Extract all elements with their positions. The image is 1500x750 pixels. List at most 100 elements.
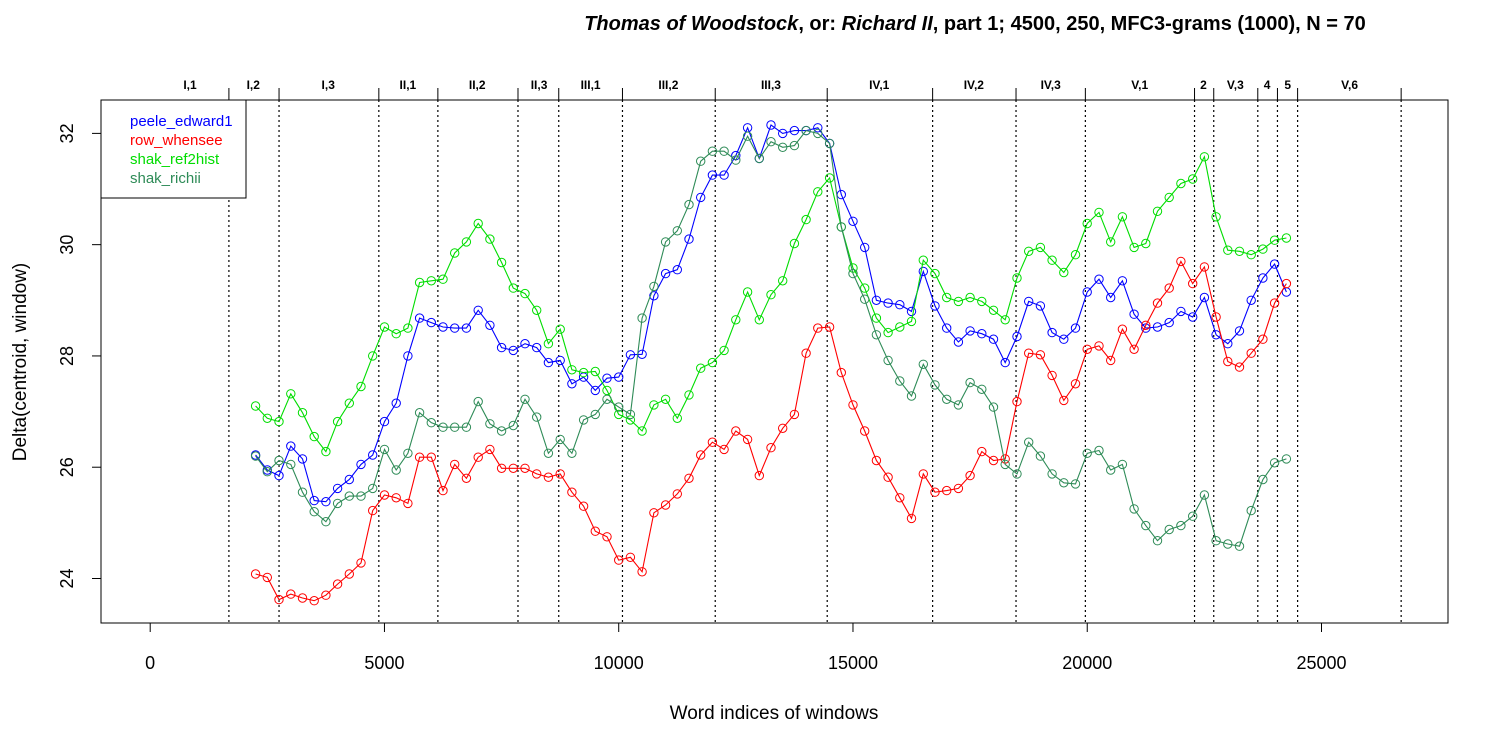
data-point [836,367,846,378]
data-point [1047,255,1057,265]
data-point [848,268,858,279]
data-point [719,170,729,180]
data-point [274,470,284,481]
scene-label: 2 [1200,78,1207,92]
data-point [1082,448,1092,458]
data-point [649,281,659,292]
data-point [614,372,624,382]
data-point [719,146,729,156]
data-point [1117,212,1128,222]
data-point [824,173,835,183]
data-point [414,277,425,288]
legend-entry: shak_richii [130,170,201,187]
data-point [1152,536,1163,546]
data-point [696,156,706,166]
data-point [988,305,999,315]
data-point [649,291,659,301]
data-point [1094,207,1104,218]
data-point [297,408,308,418]
data-point [649,508,659,518]
data-point [883,355,893,366]
data-point [332,579,343,589]
data-point [1281,454,1292,464]
data-point [321,497,331,507]
data-point [391,465,401,475]
data-point [590,409,600,420]
data-point [356,491,366,501]
data-point [578,501,589,511]
data-point [543,472,554,482]
data-point [590,526,600,536]
data-point [356,459,366,470]
data-point [543,357,554,368]
data-point [813,123,823,133]
data-point [309,507,319,517]
data-point [778,128,788,139]
data-point [438,485,448,496]
data-point [485,234,495,244]
data-point [496,257,507,268]
data-point [1269,235,1280,245]
data-point [988,402,999,412]
data-point [1246,348,1256,358]
data-point [1152,322,1163,332]
data-point [496,426,507,436]
data-point [1199,262,1210,272]
data-point [742,434,753,445]
data-point [1035,451,1046,461]
series-layer [250,120,1292,606]
x-tick-label: 25000 [1296,653,1346,673]
legend: peele_edward1 row_whensee shak_ref2histsha… [100,99,247,199]
data-point [1094,274,1104,284]
data-point [977,296,987,307]
data-point [368,483,378,494]
data-point [871,330,882,340]
data-point [1070,250,1081,260]
data-point [942,394,952,404]
title-part: , or: [798,13,841,35]
data-point [1269,458,1280,468]
data-point [696,363,706,373]
data-point [426,418,436,428]
data-point [344,398,354,408]
data-point [625,409,636,420]
data-point [403,448,413,458]
data-point [450,459,460,470]
data-point [414,313,425,323]
data-point [1211,536,1221,546]
data-point [543,339,554,349]
data-point [1188,511,1198,521]
data-point [426,317,436,328]
legend-box [100,99,247,199]
data-point [918,255,928,265]
data-point [719,345,729,356]
y-axis-title: Delta(centroid, window) [10,263,31,462]
data-point [684,199,694,210]
x-axis-title: Word indices of windows [670,703,879,724]
data-point [1234,246,1245,257]
data-point [344,474,354,485]
data-point [883,327,893,338]
data-point [731,315,741,325]
data-point [250,569,261,579]
data-point [1047,370,1057,381]
data-point [461,422,472,432]
title-part: Richard II [842,13,934,35]
data-point [813,323,823,333]
data-point [485,444,495,455]
scene-label: V,6 [1341,78,1358,92]
data-point [1129,504,1139,514]
data-point [848,400,858,410]
data-point [1000,315,1010,325]
data-point [532,412,542,422]
data-point [1000,357,1010,368]
data-point [461,473,472,483]
data-point [309,495,319,506]
data-point [789,125,800,136]
data-point [965,292,975,303]
data-point [895,376,905,386]
scene-labels: I,1 I,2 I,3 II,1 II,2 II,3 III,1 III,2 III,3 IV,1… [183,78,1358,92]
data-point [578,415,589,425]
data-point [461,323,472,333]
data-point [637,567,647,577]
